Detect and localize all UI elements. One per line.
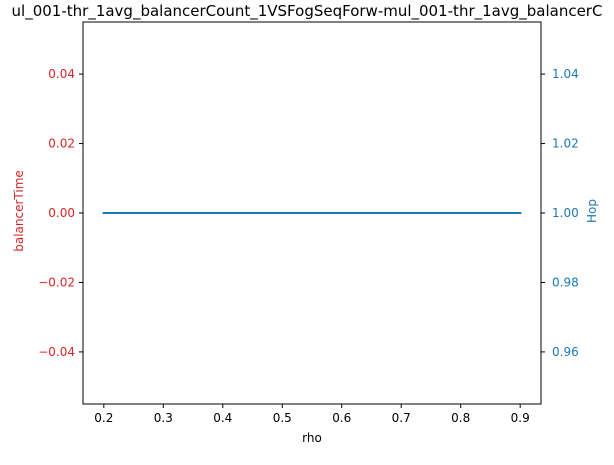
y-left-axis-label: balancerTime [12,170,26,252]
x-tick-label: 0.7 [392,411,411,425]
x-tick-label: 0.5 [273,411,292,425]
x-tick-label: 0.3 [154,411,173,425]
x-tick-label: 0.9 [511,411,530,425]
y-right-axis-label: Hop [585,199,599,223]
y-left-tick-label: −0.02 [38,275,75,289]
y-left-tick-label: −0.04 [38,345,75,359]
y-right-tick-label: 0.96 [552,345,579,359]
y-left-tick-label: 0.04 [48,67,75,81]
x-tick-label: 0.6 [332,411,351,425]
x-axis-label: rho [302,431,322,445]
y-right-tick-label: 1.02 [552,137,579,151]
plot-area: 0.2 0.3 0.4 0.5 0.6 0.7 0.8 0.9 0.04 0.02 0.00 −0.0… [38,21,579,425]
chart-title: ul_001-thr_1avg_balancerCount_1VSFogSeqF… [12,2,603,21]
x-tick-label: 0.4 [213,411,232,425]
y-left-tick-label: 0.02 [48,137,75,151]
y-right-tick-label: 1.04 [552,67,579,81]
y-left-tick-label: 0.00 [48,206,75,220]
x-tick-label: 0.8 [451,411,470,425]
x-tick-label: 0.2 [94,411,113,425]
y-right-tick-label: 1.00 [552,206,579,220]
y-right-tick-label: 0.98 [552,275,579,289]
